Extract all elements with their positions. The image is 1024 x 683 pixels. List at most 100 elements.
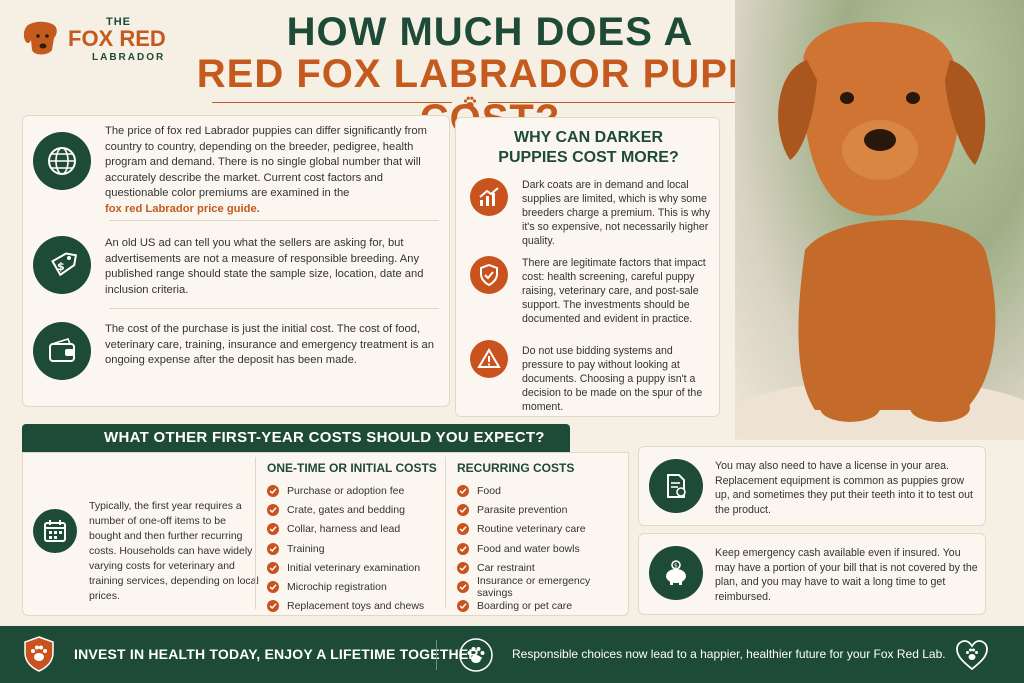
check-icon [457,581,469,594]
list-item: Routine veterinary care [457,520,628,539]
price-guide-link[interactable]: fox red Labrador price guide. [105,202,260,215]
trend-up-icon [479,187,499,206]
check-icon [457,542,469,555]
first-year-banner: WHAT OTHER FIRST-YEAR COSTS SHOULD YOU E… [22,424,570,452]
svg-text:$: $ [674,563,678,570]
list-item-label: Boarding or pet care [477,600,573,613]
list-item: Training [267,539,424,558]
check-icon [457,503,469,516]
list-item: Food and water bowls [457,539,628,558]
check-icon [457,484,469,497]
check-icon [267,581,279,594]
piggy-bank-icon-badge: $ [649,546,703,600]
svg-text:$: $ [57,260,65,273]
list-item-label: Initial veterinary examination [287,561,421,574]
logo-line-2: FOX RED [68,26,166,51]
heart-paw-icon [956,640,988,671]
check-icon [267,542,279,555]
wallet-icon [49,338,75,362]
price-varies-text: The price of fox red Labrador puppies ca… [105,124,435,217]
ongoing-cost-text: The cost of the purchase is just the ini… [105,323,434,366]
logo-line-3: LABRADOR [92,52,166,63]
list-item: Boarding or pet care [457,597,628,616]
license-document-icon-badge [649,459,703,513]
darker-puppies-title-line-2: PUPPIES COST MORE? [498,149,679,166]
emergency-cash-card: $ Keep emergency cash available even if … [638,533,986,615]
paw-icon [463,96,477,108]
bidding-warning-text: Do not use bidding systems and pressure … [522,345,703,413]
recurring-costs-heading: RECURRING COSTS [457,461,575,475]
list-item-label: Training [287,542,325,555]
list-item: Microchip registration [267,577,424,596]
dog-head-icon [23,21,57,55]
footer-slogan: INVEST IN HEALTH TODAY, ENJOY A LIFETIME… [74,646,483,662]
price-factors-card: The price of fox red Labrador puppies ca… [22,115,450,407]
puppy-photo [735,0,1024,440]
price-varies-body: The price of fox red Labrador puppies ca… [105,125,427,199]
column-separator [445,457,446,609]
one-time-costs-list: Purchase or adoption fee Crate, gates and… [267,481,424,616]
wallet-icon-badge [33,322,91,380]
price-tag-icon: $ [51,252,78,277]
list-item: Initial veterinary examination [267,558,424,577]
puppy-illustration [735,21,1024,440]
check-icon [267,600,279,613]
list-item: Collar, harness and lead [267,520,424,539]
calendar-icon-badge [33,509,77,553]
list-item-label: Insurance or emergency savings [477,575,591,600]
check-icon [267,561,279,574]
page-title-line-1: HOW MUCH DOES A [286,10,694,54]
check-icon [267,503,279,516]
logo-line-1: THE [106,16,131,28]
list-item-label: Collar, harness and lead [287,523,401,536]
piggy-bank-icon: $ [666,560,686,585]
emergency-cash-text: Keep emergency cash available even if in… [715,547,978,603]
shield-paw-icon [24,636,54,672]
list-item-label: Food and water bowls [477,542,580,555]
column-separator [255,457,256,609]
title-rule-left [212,102,452,103]
paw-circle-icon [459,638,493,672]
darker-puppies-title: WHY CAN DARKER PUPPIES COST MORE? [456,128,721,168]
old-ad-text: An old US ad can tell you what the selle… [105,237,424,296]
check-icon [457,600,469,613]
list-item-label: Microchip registration [287,581,387,594]
trend-up-icon-badge [470,178,508,216]
list-item-label: Routine veterinary care [477,523,586,536]
first-year-costs-card: Typically, the first year requires a num… [22,452,629,616]
dark-coat-demand-text: Dark coats are in demand and local suppl… [522,179,711,247]
list-item-label: Food [477,484,501,497]
list-item: Insurance or emergency savings [457,575,628,600]
list-item-label: Parasite prevention [477,503,568,516]
one-time-costs-heading: ONE-TIME OR INITIAL COSTS [267,461,437,475]
footer-banner: INVEST IN HEALTH TODAY, ENJOY A LIFETIME… [0,626,1024,683]
site-logo[interactable]: THE FOX RED LABRADOR [20,14,190,64]
globe-icon [48,147,76,175]
price-tag-icon-badge: $ [33,236,91,294]
recurring-costs-list: Food Parasite prevention Routine veterinar… [457,481,628,616]
shield-check-icon-badge [470,256,508,294]
list-item: Purchase or adoption fee [267,481,424,500]
list-item-label: Crate, gates and bedding [287,503,405,516]
list-item: Replacement toys and chews [267,597,424,616]
darker-puppies-title-line-1: WHY CAN DARKER [513,129,664,146]
legitimate-factors-text: There are legitimate factors that impact… [522,257,706,325]
warning-icon-badge [470,340,508,378]
list-item: Crate, gates and bedding [267,500,424,519]
footer-divider [436,640,437,670]
check-icon [457,561,469,574]
license-document-icon [667,474,686,498]
warning-icon [477,348,501,368]
check-icon [457,523,469,536]
list-item: Parasite prevention [457,500,628,519]
globe-icon-badge [33,132,91,190]
list-item-label: Replacement toys and chews [287,600,425,613]
check-icon [267,523,279,536]
calendar-icon [44,520,66,542]
list-item-label: Car restraint [477,561,535,574]
license-text: You may also need to have a license in y… [715,460,973,516]
darker-puppies-card: WHY CAN DARKER PUPPIES COST MORE? Dark c… [455,117,720,417]
title-rule-right [488,102,736,103]
first-year-intro: Typically, the first year requires a num… [89,500,259,602]
list-item: Car restraint [457,558,628,577]
